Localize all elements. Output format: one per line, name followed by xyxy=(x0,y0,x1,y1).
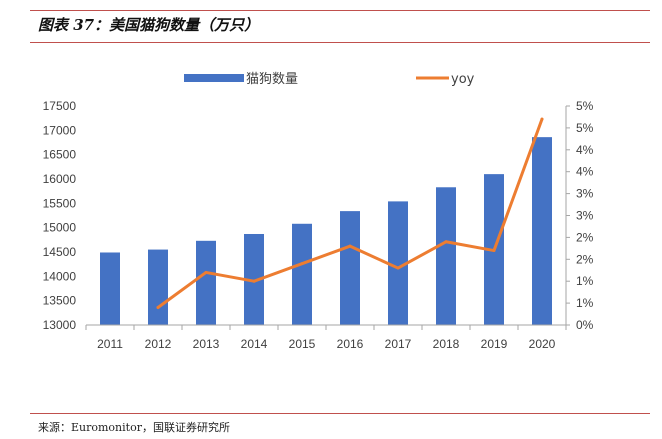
x-tick-label: 2019 xyxy=(481,337,508,351)
yoy-point-2013 xyxy=(204,270,208,274)
x-tick-label: 2017 xyxy=(385,337,412,351)
left-tick-label: 16500 xyxy=(43,148,77,162)
bar-2018 xyxy=(436,187,456,325)
legend-swatch-bars xyxy=(184,74,244,82)
top-rule xyxy=(30,10,650,11)
left-tick-label: 13000 xyxy=(43,318,77,332)
x-tick-label: 2015 xyxy=(289,337,316,351)
right-tick-label: 5% xyxy=(576,99,594,113)
yoy-point-2019 xyxy=(492,249,496,253)
yoy-point-2014 xyxy=(252,279,256,283)
bar-2015 xyxy=(292,223,312,325)
x-tick-label: 2016 xyxy=(337,337,364,351)
right-tick-label: 0% xyxy=(576,318,594,332)
right-tick-label: 5% xyxy=(576,121,594,135)
right-tick-label: 4% xyxy=(576,143,594,157)
bar-2017 xyxy=(388,201,408,325)
right-tick-label: 1% xyxy=(576,274,594,288)
x-tick-label: 2012 xyxy=(145,337,172,351)
bar-2020 xyxy=(532,137,552,325)
legend-label-bars: 猫狗数量 xyxy=(246,72,298,87)
left-tick-label: 17000 xyxy=(43,123,77,137)
left-tick-label: 17500 xyxy=(43,99,77,113)
left-tick-label: 14000 xyxy=(43,269,77,283)
bar-2013 xyxy=(196,240,216,325)
yoy-point-2018 xyxy=(444,240,448,244)
figure-title: 图表 37：美国猫狗数量（万只） xyxy=(38,16,260,34)
bar-2011 xyxy=(100,252,120,325)
left-tick-label: 16000 xyxy=(43,172,77,186)
yoy-point-2012 xyxy=(156,305,160,309)
bar-2012 xyxy=(148,249,168,325)
x-tick-label: 2011 xyxy=(97,337,123,351)
right-tick-label: 2% xyxy=(576,252,594,266)
yoy-point-2017 xyxy=(396,266,400,270)
source-rule xyxy=(30,413,650,414)
x-tick-label: 2018 xyxy=(433,337,460,351)
x-tick-label: 2013 xyxy=(193,337,220,351)
right-tick-label: 3% xyxy=(576,209,594,223)
legend-label-yoy: yoy xyxy=(451,72,475,87)
yoy-point-2016 xyxy=(348,244,352,248)
left-tick-label: 13500 xyxy=(43,294,77,308)
right-tick-label: 4% xyxy=(576,165,594,179)
left-tick-label: 14500 xyxy=(43,245,77,259)
x-tick-label: 2014 xyxy=(241,337,268,351)
yoy-point-2020 xyxy=(540,117,544,121)
left-tick-label: 15000 xyxy=(43,221,77,235)
left-tick-label: 15500 xyxy=(43,196,77,210)
x-tick-label: 2020 xyxy=(529,337,556,351)
right-tick-label: 3% xyxy=(576,187,594,201)
bar-2016 xyxy=(340,211,360,325)
source-note: 来源：Euromonitor，国联证券研究所 xyxy=(38,421,230,434)
right-tick-label: 1% xyxy=(576,296,594,310)
yoy-point-2015 xyxy=(300,262,304,266)
title-rule xyxy=(30,42,650,43)
right-tick-label: 2% xyxy=(576,230,594,244)
bar-2014 xyxy=(244,233,264,325)
